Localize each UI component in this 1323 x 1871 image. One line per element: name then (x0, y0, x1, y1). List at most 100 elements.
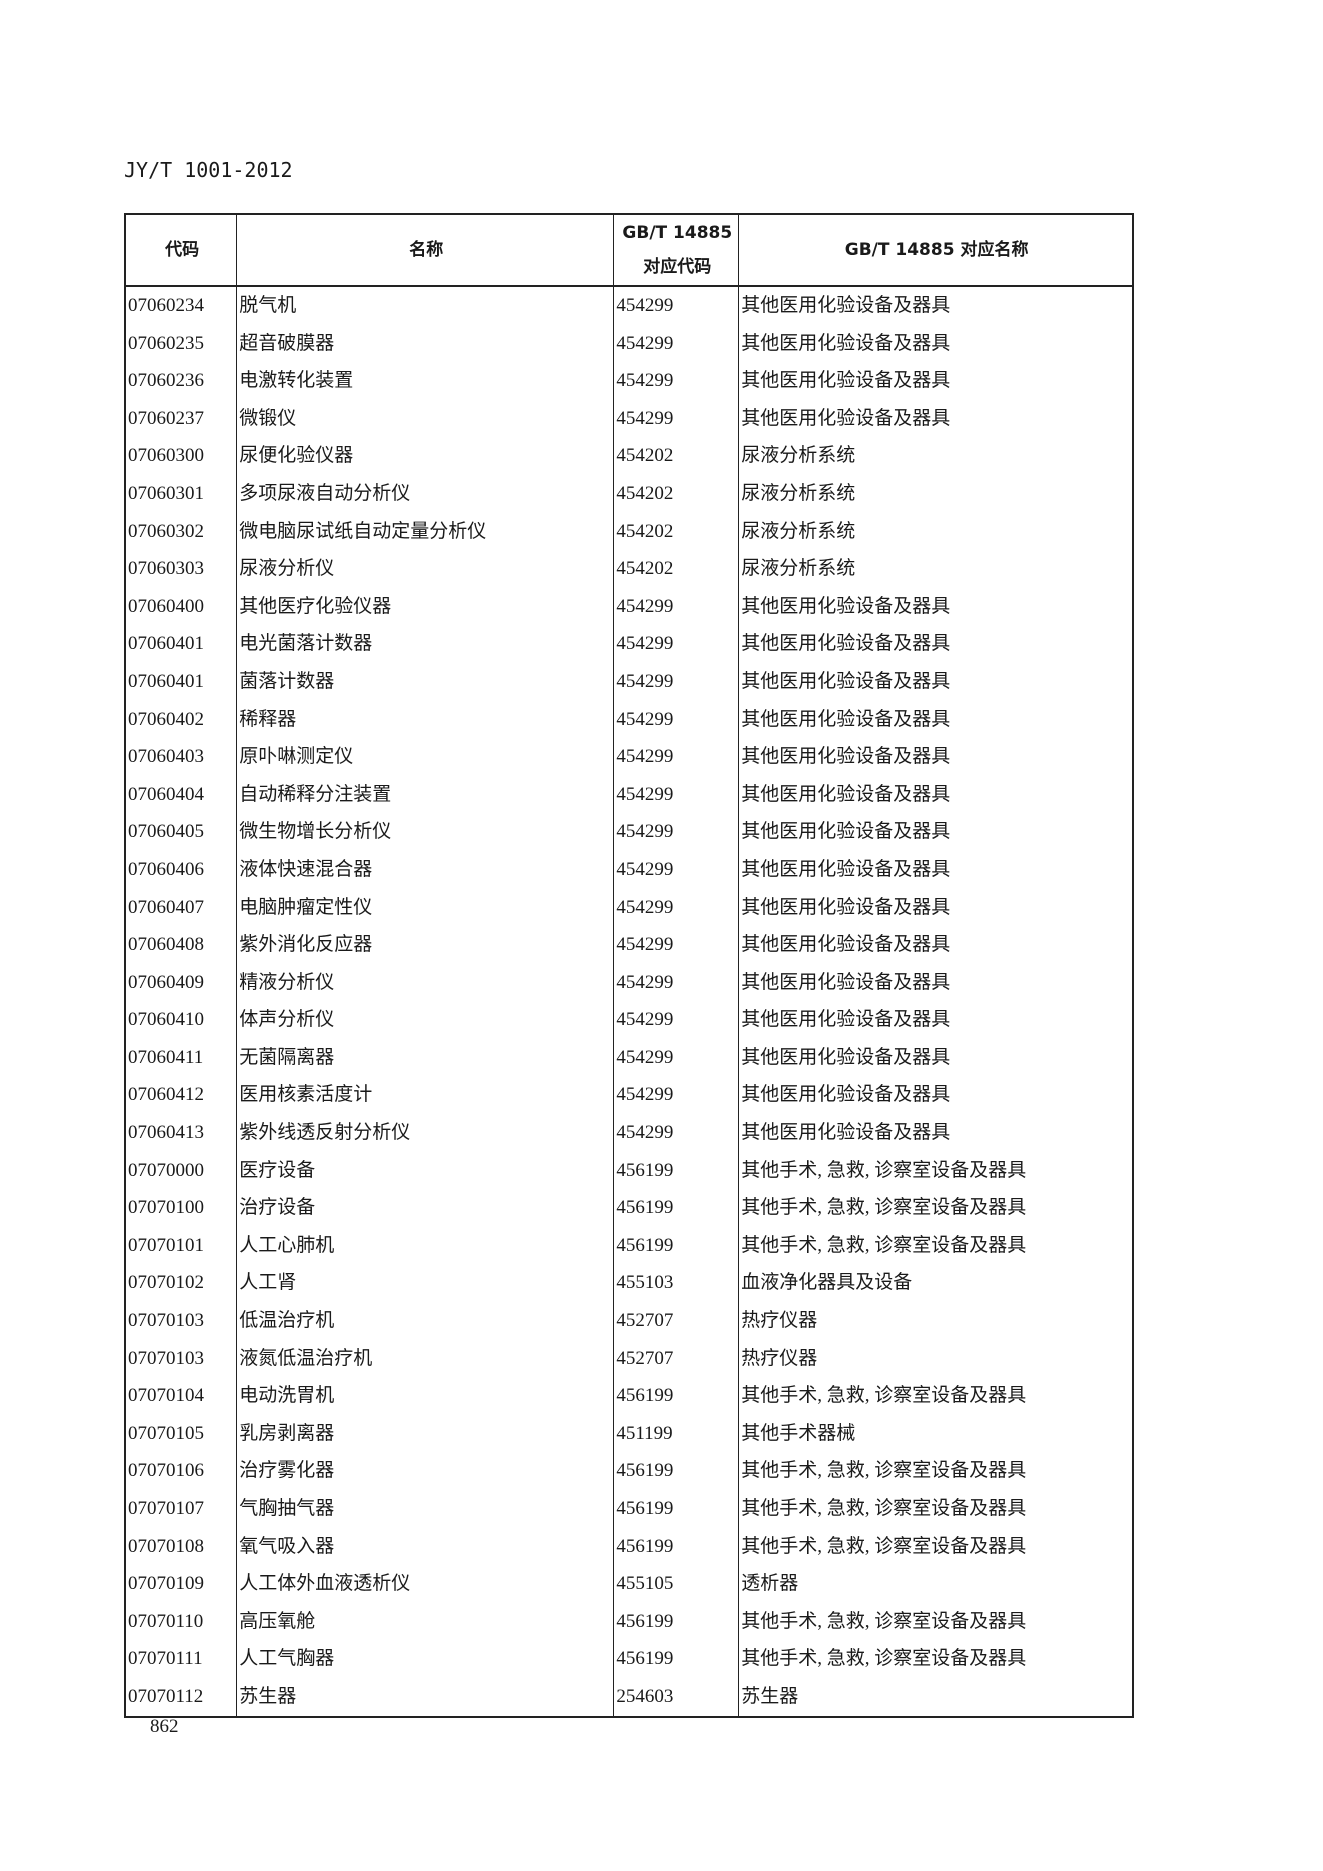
cell-gb-name: 透析器 (738, 1565, 1134, 1603)
cell-gb-name: 其他医用化验设备及器具 (738, 888, 1134, 927)
table-row: 07070110 高压氧舱 456199 其他手术, 急救, 诊察室设备及器具 (124, 1602, 1134, 1641)
table-row: 07060411 无菌隔离器 454299 其他医用化验设备及器具 (124, 1038, 1134, 1077)
cell-gb-code: 456199 (613, 1527, 740, 1566)
cell-gb-name: 其他医用化验设备及器具 (738, 963, 1134, 1002)
cell-gb-code: 454202 (613, 550, 740, 588)
cell-name: 体声分析仪 (236, 1001, 615, 1039)
cell-code: 07070103 (124, 1339, 238, 1378)
table-row: 07070100 治疗设备 456199 其他手术, 急救, 诊察室设备及器具 (124, 1189, 1134, 1227)
cell-gb-name: 其他医用化验设备及器具 (738, 286, 1134, 325)
cell-name: 气胸抽气器 (236, 1490, 615, 1528)
table-header-row: 代码 名称 GB/T 14885 对应代码 GB/T 14885 对应名称 (124, 214, 1134, 287)
cell-gb-name: 其他医用化验设备及器具 (738, 1038, 1134, 1077)
table-row: 07070000 医疗设备 456199 其他手术, 急救, 诊察室设备及器具 (124, 1151, 1134, 1190)
cell-gb-code: 454299 (613, 362, 740, 400)
table-row: 07060235 超音破膜器 454299 其他医用化验设备及器具 (124, 324, 1134, 363)
cell-gb-name: 其他医用化验设备及器具 (738, 775, 1134, 814)
cell-code: 07070110 (124, 1602, 238, 1641)
header-gb-code: GB/T 14885 对应代码 (613, 214, 740, 287)
cell-name: 苏生器 (236, 1677, 615, 1717)
cell-name: 菌落计数器 (236, 662, 615, 701)
cell-gb-code: 451199 (613, 1414, 740, 1453)
cell-code: 07060400 (124, 587, 238, 626)
cell-name: 精液分析仪 (236, 963, 615, 1002)
cell-code: 07070104 (124, 1377, 238, 1415)
cell-gb-name: 苏生器 (738, 1677, 1134, 1717)
cell-gb-name: 其他医用化验设备及器具 (738, 1076, 1134, 1115)
cell-code: 07070112 (124, 1677, 238, 1717)
cell-gb-code: 254603 (613, 1677, 740, 1717)
cell-gb-code: 454299 (613, 850, 740, 889)
cell-gb-name: 其他手术, 急救, 诊察室设备及器具 (738, 1377, 1134, 1415)
cell-code: 07060401 (124, 662, 238, 701)
cell-gb-name: 其他手术, 急救, 诊察室设备及器具 (738, 1527, 1134, 1566)
cell-gb-name: 其他手术器械 (738, 1414, 1134, 1453)
cell-gb-name: 其他手术, 急救, 诊察室设备及器具 (738, 1189, 1134, 1227)
cell-name: 自动稀释分注装置 (236, 775, 615, 814)
cell-gb-code: 455103 (613, 1264, 740, 1303)
table-row: 07060400 其他医疗化验仪器 454299 其他医用化验设备及器具 (124, 587, 1134, 626)
header-name: 名称 (236, 214, 615, 287)
table-row: 07060237 微锻仪 454299 其他医用化验设备及器具 (124, 399, 1134, 438)
cell-name: 人工体外血液透析仪 (236, 1565, 615, 1603)
table-row: 07070109 人工体外血液透析仪 455105 透析器 (124, 1565, 1134, 1603)
cell-gb-code: 454202 (613, 474, 740, 513)
cell-gb-code: 454299 (613, 625, 740, 663)
table-row: 07070103 液氮低温治疗机 452707 热疗仪器 (124, 1339, 1134, 1378)
cell-gb-code: 456199 (613, 1452, 740, 1490)
cell-code: 07060302 (124, 512, 238, 551)
cell-code: 07060234 (124, 286, 238, 325)
cell-gb-code: 454299 (613, 324, 740, 363)
cell-gb-code: 456199 (613, 1377, 740, 1415)
table-row: 07070108 氧气吸入器 456199 其他手术, 急救, 诊察室设备及器具 (124, 1527, 1134, 1566)
cell-name: 治疗雾化器 (236, 1452, 615, 1490)
table-row: 07060406 液体快速混合器 454299 其他医用化验设备及器具 (124, 850, 1134, 889)
cell-gb-name: 尿液分析系统 (738, 512, 1134, 551)
cell-gb-code: 454202 (613, 512, 740, 551)
table-row: 07060412 医用核素活度计 454299 其他医用化验设备及器具 (124, 1076, 1134, 1115)
table-row: 07060413 紫外线透反射分析仪 454299 其他医用化验设备及器具 (124, 1114, 1134, 1152)
cell-gb-code: 454299 (613, 813, 740, 851)
cell-name: 治疗设备 (236, 1189, 615, 1227)
cell-gb-code: 454202 (613, 437, 740, 475)
cell-gb-code: 454299 (613, 1038, 740, 1077)
table-row: 07060401 菌落计数器 454299 其他医用化验设备及器具 (124, 662, 1134, 701)
cell-code: 07060300 (124, 437, 238, 475)
cell-gb-name: 其他医用化验设备及器具 (738, 587, 1134, 626)
cell-code: 07060301 (124, 474, 238, 513)
cell-gb-name: 其他手术, 急救, 诊察室设备及器具 (738, 1640, 1134, 1678)
cell-code: 07070109 (124, 1565, 238, 1603)
table-row: 07060401 电光菌落计数器 454299 其他医用化验设备及器具 (124, 625, 1134, 663)
cell-gb-name: 其他医用化验设备及器具 (738, 850, 1134, 889)
cell-gb-code: 452707 (613, 1302, 740, 1340)
cell-name: 多项尿液自动分析仪 (236, 474, 615, 513)
cell-code: 07060404 (124, 775, 238, 814)
cell-gb-name: 其他手术, 急救, 诊察室设备及器具 (738, 1490, 1134, 1528)
cell-code: 07070107 (124, 1490, 238, 1528)
table-row: 07060302 微电脑尿试纸自动定量分析仪 454202 尿液分析系统 (124, 512, 1134, 551)
table-row: 07060409 精液分析仪 454299 其他医用化验设备及器具 (124, 963, 1134, 1002)
cell-code: 07060407 (124, 888, 238, 927)
cell-gb-code: 454299 (613, 700, 740, 739)
cell-gb-code: 454299 (613, 399, 740, 438)
cell-code: 07060235 (124, 324, 238, 363)
table-row: 07060403 原卟啉测定仪 454299 其他医用化验设备及器具 (124, 738, 1134, 776)
cell-code: 07060406 (124, 850, 238, 889)
cell-code: 07060413 (124, 1114, 238, 1152)
cell-gb-code: 454299 (613, 1114, 740, 1152)
cell-gb-name: 其他手术, 急救, 诊察室设备及器具 (738, 1602, 1134, 1641)
cell-code: 07070000 (124, 1151, 238, 1190)
header-gb-code-line1: GB/T 14885 (622, 223, 733, 243)
cell-name: 医疗设备 (236, 1151, 615, 1190)
table-row: 07070104 电动洗胃机 456199 其他手术, 急救, 诊察室设备及器具 (124, 1377, 1134, 1415)
cell-code: 07060303 (124, 550, 238, 588)
cell-code: 07070111 (124, 1640, 238, 1678)
cell-name: 人工气胸器 (236, 1640, 615, 1678)
code-table: 代码 名称 GB/T 14885 对应代码 GB/T 14885 对应名称 070… (124, 213, 1134, 1718)
cell-gb-name: 其他医用化验设备及器具 (738, 324, 1134, 363)
cell-name: 尿液分析仪 (236, 550, 615, 588)
cell-gb-name: 血液净化器具及设备 (738, 1264, 1134, 1303)
cell-code: 07060409 (124, 963, 238, 1002)
cell-gb-name: 热疗仪器 (738, 1302, 1134, 1340)
cell-code: 07060410 (124, 1001, 238, 1039)
